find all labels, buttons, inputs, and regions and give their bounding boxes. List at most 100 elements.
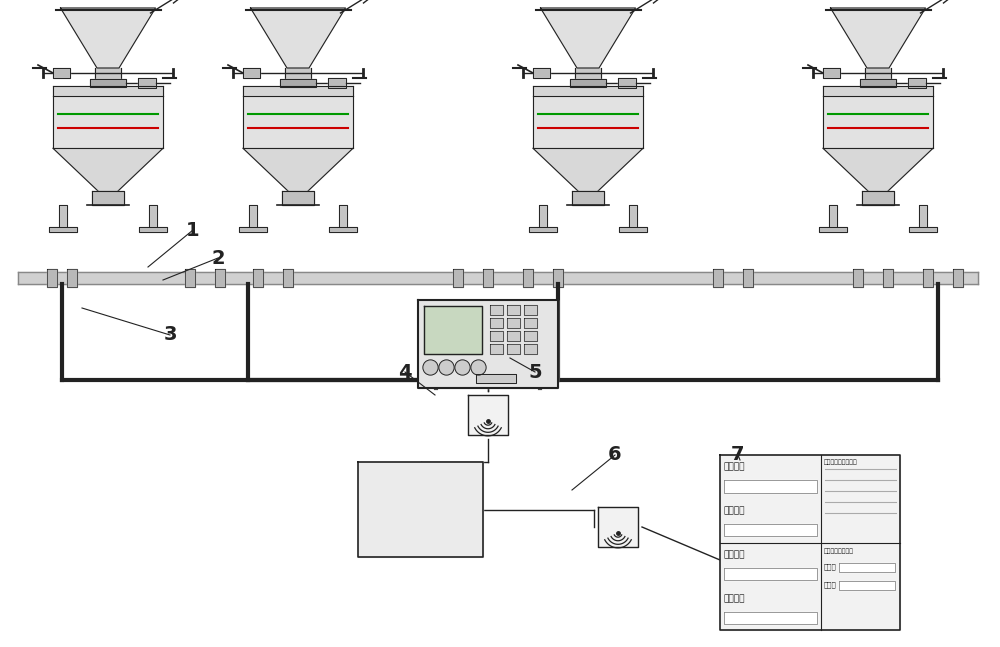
Text: 2: 2 — [211, 248, 225, 267]
Polygon shape — [553, 269, 563, 287]
Polygon shape — [243, 86, 353, 96]
Polygon shape — [90, 79, 126, 87]
Polygon shape — [18, 272, 978, 284]
Polygon shape — [476, 374, 516, 383]
Polygon shape — [629, 205, 637, 227]
Polygon shape — [243, 68, 260, 78]
Polygon shape — [823, 86, 933, 96]
Polygon shape — [185, 269, 195, 287]
Polygon shape — [243, 96, 353, 148]
Polygon shape — [923, 269, 933, 287]
Polygon shape — [570, 79, 606, 87]
Polygon shape — [529, 227, 557, 232]
Polygon shape — [839, 580, 895, 589]
Polygon shape — [713, 269, 723, 287]
Polygon shape — [468, 395, 508, 435]
Text: 6: 6 — [608, 446, 622, 465]
Polygon shape — [60, 8, 156, 68]
Polygon shape — [724, 611, 817, 624]
Polygon shape — [507, 344, 520, 354]
Polygon shape — [453, 269, 463, 287]
Text: 1: 1 — [186, 221, 200, 239]
Text: 沉积参数: 沉积参数 — [724, 550, 746, 559]
Polygon shape — [418, 300, 558, 388]
Polygon shape — [819, 227, 847, 232]
Polygon shape — [483, 269, 493, 287]
Polygon shape — [853, 269, 863, 287]
Polygon shape — [53, 86, 163, 96]
Polygon shape — [285, 68, 311, 86]
Polygon shape — [908, 78, 926, 88]
Polygon shape — [47, 269, 57, 287]
Polygon shape — [239, 227, 267, 232]
Polygon shape — [53, 96, 163, 148]
Polygon shape — [280, 79, 316, 87]
Polygon shape — [249, 205, 257, 227]
Text: 沉积位置: 沉积位置 — [724, 463, 746, 472]
Polygon shape — [282, 191, 314, 205]
Polygon shape — [539, 205, 547, 227]
Polygon shape — [507, 318, 520, 328]
Circle shape — [473, 362, 484, 373]
Polygon shape — [250, 8, 346, 68]
Polygon shape — [533, 86, 643, 96]
Text: 维护信息: 维护信息 — [724, 594, 746, 603]
Polygon shape — [953, 269, 963, 287]
Polygon shape — [540, 8, 636, 68]
Polygon shape — [283, 269, 293, 287]
Polygon shape — [575, 68, 601, 86]
Polygon shape — [829, 205, 837, 227]
Text: 密码：: 密码： — [824, 581, 837, 588]
Polygon shape — [490, 318, 503, 328]
Polygon shape — [329, 227, 357, 232]
Text: 7: 7 — [731, 446, 745, 465]
Polygon shape — [618, 78, 636, 88]
Polygon shape — [149, 205, 157, 227]
Polygon shape — [92, 191, 124, 205]
Polygon shape — [865, 68, 891, 86]
Polygon shape — [328, 78, 346, 88]
Polygon shape — [424, 306, 482, 354]
Polygon shape — [358, 462, 483, 557]
Polygon shape — [67, 269, 77, 287]
Polygon shape — [253, 269, 263, 287]
Polygon shape — [823, 96, 933, 148]
Text: 时间信息: 时间信息 — [724, 507, 746, 516]
Text: 3: 3 — [163, 325, 177, 344]
Polygon shape — [598, 507, 638, 547]
Polygon shape — [919, 205, 927, 227]
Polygon shape — [743, 269, 753, 287]
Polygon shape — [59, 205, 67, 227]
Polygon shape — [823, 68, 840, 78]
Polygon shape — [490, 331, 503, 341]
Polygon shape — [862, 191, 894, 205]
Polygon shape — [490, 305, 503, 315]
Polygon shape — [860, 79, 896, 87]
Polygon shape — [138, 78, 156, 88]
Polygon shape — [524, 344, 537, 354]
Polygon shape — [883, 269, 893, 287]
Polygon shape — [533, 96, 643, 148]
Circle shape — [456, 362, 468, 373]
Polygon shape — [823, 148, 933, 191]
Polygon shape — [724, 480, 817, 492]
Polygon shape — [830, 8, 926, 68]
Polygon shape — [524, 331, 537, 341]
Polygon shape — [724, 568, 817, 580]
Polygon shape — [572, 191, 604, 205]
Text: 4: 4 — [398, 362, 412, 382]
Circle shape — [440, 362, 452, 373]
Polygon shape — [139, 227, 167, 232]
Text: 5: 5 — [528, 362, 542, 382]
Text: 个人管理服务界面: 个人管理服务界面 — [824, 549, 854, 554]
Text: 管道内淤积检测计划: 管道内淤积检测计划 — [824, 459, 858, 465]
Polygon shape — [53, 148, 163, 191]
Polygon shape — [724, 524, 817, 536]
Polygon shape — [490, 344, 503, 354]
Polygon shape — [507, 305, 520, 315]
Text: 账号：: 账号： — [824, 563, 837, 570]
Polygon shape — [95, 68, 121, 86]
Polygon shape — [339, 205, 347, 227]
Polygon shape — [523, 269, 533, 287]
Polygon shape — [619, 227, 647, 232]
